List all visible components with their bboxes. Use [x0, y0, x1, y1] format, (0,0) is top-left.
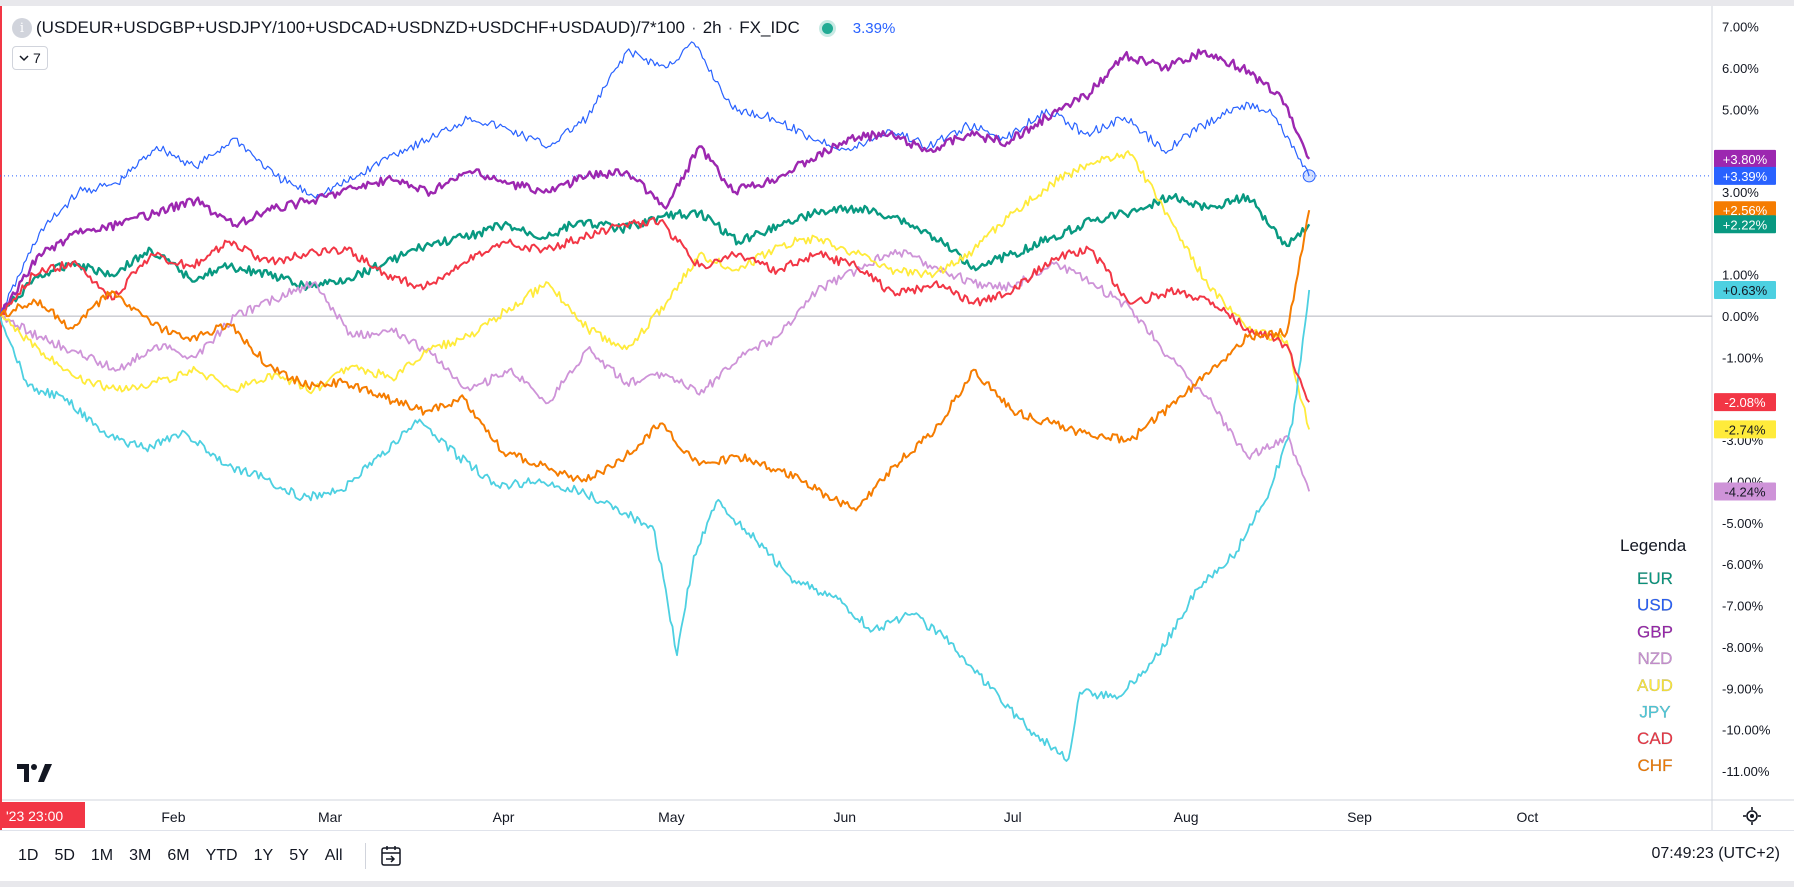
- timeframe-button-1y[interactable]: 1Y: [253, 847, 274, 864]
- y-tick-label: 6.00%: [1722, 61, 1759, 76]
- y-tick-label: -9.00%: [1722, 681, 1764, 696]
- toolbar-divider: [0, 830, 1794, 831]
- series-line-aud: [0, 150, 1311, 430]
- y-tick-label: 3.00%: [1722, 185, 1759, 200]
- calendar-arrow-icon: [380, 846, 401, 866]
- x-tick-label: Mar: [318, 809, 342, 825]
- y-tick-label: 7.00%: [1722, 20, 1759, 35]
- timeframe-button-3m[interactable]: 3M: [129, 847, 152, 864]
- legend-item-usd: USD: [1637, 596, 1673, 615]
- x-tick-label: Feb: [161, 809, 185, 825]
- last-value-label: -4.24%: [1724, 484, 1766, 499]
- x-tick-label: Jul: [1004, 809, 1022, 825]
- last-value-badge: [1714, 281, 1776, 300]
- y-tick-label: -1.00%: [1722, 350, 1764, 365]
- last-value-label: +3.39%: [1723, 169, 1768, 184]
- tradingview-logo[interactable]: [17, 764, 52, 782]
- toolbar-divider: [364, 843, 366, 869]
- y-tick-label: 0.00%: [1722, 309, 1759, 324]
- last-value-badge: [1714, 482, 1776, 501]
- cursor-time-badge: [1, 802, 85, 828]
- y-tick-label: -8.00%: [1722, 640, 1764, 655]
- timeframe-button-ytd[interactable]: YTD: [205, 847, 238, 864]
- x-tick-label: Oct: [1516, 809, 1538, 825]
- y-tick-label: -6.00%: [1722, 557, 1764, 572]
- last-value-badge: [1714, 201, 1776, 220]
- indicators-count: 7: [33, 50, 41, 66]
- timeframe-button-1d[interactable]: 1D: [18, 847, 39, 864]
- bottom-toolbar: 1D 5D 1M 3M 6M YTD 1Y 5Y All 07:49:23 (U…: [0, 831, 1794, 881]
- symbol-expression[interactable]: (USDEUR+USDGBP+USDJPY/100+USDCAD+USDNZD+…: [36, 18, 686, 37]
- last-value-label: +2.56%: [1723, 203, 1768, 218]
- series-line-jpy: [0, 289, 1311, 762]
- exchange-label: FX_IDC: [739, 18, 800, 37]
- legend-item-nzd: NZD: [1638, 649, 1673, 668]
- market-status-dot: [821, 22, 833, 34]
- timeframe-button-5d[interactable]: 5D: [54, 847, 75, 864]
- x-tick-label: Sep: [1347, 809, 1372, 825]
- y-tick-label: 5.00%: [1722, 102, 1759, 117]
- clock-timezone[interactable]: 07:49:23 (UTC+2): [1651, 845, 1780, 862]
- last-value-badge: [1714, 166, 1776, 185]
- go-to-date-button[interactable]: [378, 844, 404, 868]
- x-tick-label: May: [658, 809, 684, 825]
- last-value-badge: [1714, 215, 1776, 234]
- x-tick-label: Apr: [493, 809, 515, 825]
- y-tick-label: -11.00%: [1722, 764, 1770, 779]
- last-point-marker: [1302, 169, 1316, 183]
- timeframe-button-all[interactable]: All: [324, 847, 343, 864]
- header-separator: ·: [727, 18, 734, 37]
- chart-header: i (USDEUR+USDGBP+USDJPY/100+USDCAD+USDNZ…: [12, 14, 895, 42]
- y-tick-label: -7.00%: [1722, 599, 1764, 614]
- last-value-label: -2.74%: [1724, 422, 1766, 437]
- timeframe-button-6m[interactable]: 6M: [167, 847, 190, 864]
- series-line-eur: [0, 193, 1311, 317]
- legend-title: Legenda: [1620, 536, 1687, 555]
- series-line-nzd: [0, 249, 1311, 492]
- legend-item-aud: AUD: [1637, 676, 1673, 695]
- last-value-label: +2.22%: [1723, 217, 1768, 232]
- timeframe-button-5y[interactable]: 5Y: [289, 847, 309, 864]
- chevron-down-icon: [19, 55, 29, 62]
- legend-item-eur: EUR: [1637, 569, 1673, 588]
- last-value-label: -2.08%: [1724, 395, 1766, 410]
- last-value-badge: [1714, 420, 1776, 439]
- last-value-badge: [1714, 149, 1776, 168]
- interval-label[interactable]: 2h: [702, 18, 722, 37]
- y-tick-label: -10.00%: [1722, 723, 1771, 738]
- x-tick-label: Jun: [834, 809, 857, 825]
- y-tick-label: -5.00%: [1722, 516, 1764, 531]
- timeframe-button-1m[interactable]: 1M: [90, 847, 114, 864]
- header-separator: ·: [691, 18, 697, 37]
- last-value-label: +3.80%: [1723, 152, 1768, 167]
- legend-item-chf: CHF: [1638, 756, 1673, 775]
- series-line-cad: [0, 216, 1310, 403]
- cursor-time-label: '23 23:00: [6, 808, 63, 824]
- indicators-collapse-button[interactable]: 7: [12, 46, 48, 70]
- gear-icon: [1743, 807, 1761, 825]
- info-icon[interactable]: i: [12, 18, 32, 38]
- series-line-chf: [0, 209, 1311, 512]
- legend-item-gbp: GBP: [1637, 622, 1673, 641]
- x-tick-label: Aug: [1174, 809, 1199, 825]
- legend-item-jpy: JPY: [1639, 703, 1670, 722]
- series-line-usd: [0, 41, 1310, 317]
- header-value: 3.39%: [852, 19, 896, 37]
- series-line-gbp: [0, 48, 1311, 318]
- y-tick-label: 1.00%: [1722, 268, 1759, 283]
- legend-item-cad: CAD: [1637, 729, 1673, 748]
- settings-button[interactable]: [1739, 803, 1765, 829]
- last-value-badge: [1714, 393, 1776, 412]
- last-value-label: +0.63%: [1723, 283, 1768, 298]
